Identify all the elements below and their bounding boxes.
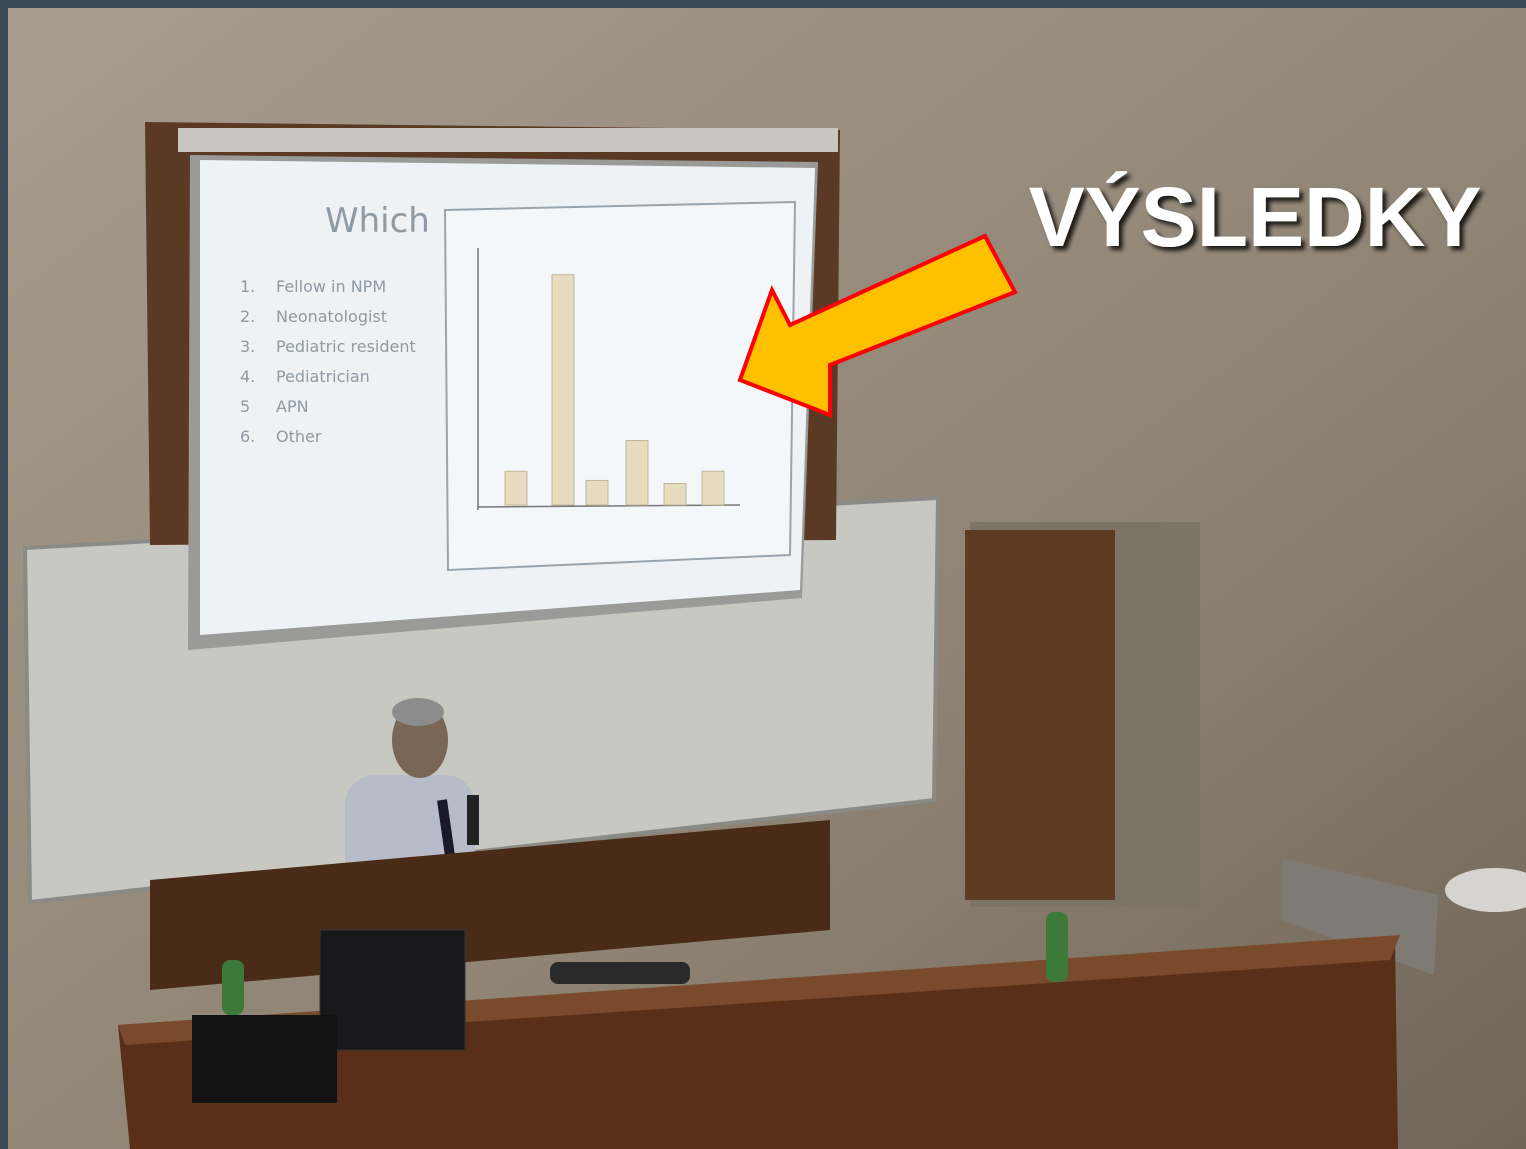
bar (552, 275, 574, 505)
bottle (1046, 912, 1068, 982)
door (965, 530, 1115, 900)
list-item: Neonatologist (276, 307, 387, 326)
list-item: APN (276, 397, 309, 416)
bar (586, 480, 608, 505)
bar (664, 484, 686, 505)
keyboard (550, 962, 690, 984)
list-number: 1. (240, 277, 255, 296)
headline: VÝSLEDKY (1029, 170, 1482, 264)
list-item: Fellow in NPM (276, 277, 386, 296)
screen-case (178, 128, 838, 152)
bar (626, 441, 648, 505)
bag (192, 1015, 337, 1103)
list-item: Pediatric resident (276, 337, 416, 356)
list-number: 6. (240, 427, 255, 446)
list-number: 3. (240, 337, 255, 356)
list-item: Other (276, 427, 322, 446)
monitor (320, 930, 465, 1050)
slide-title: Which (325, 201, 430, 241)
list-number: 2. (240, 307, 255, 326)
list-number: 4. (240, 367, 255, 386)
chart-window (445, 202, 795, 570)
list-item: Pediatrician (276, 367, 370, 386)
scene: Which 1. Fellow in NPM 2. Neonatologist 3. Pe… (0, 0, 1526, 1149)
bar (505, 471, 527, 505)
bottle (222, 960, 244, 1015)
bar (702, 471, 724, 505)
list-number: 5 (240, 397, 250, 416)
